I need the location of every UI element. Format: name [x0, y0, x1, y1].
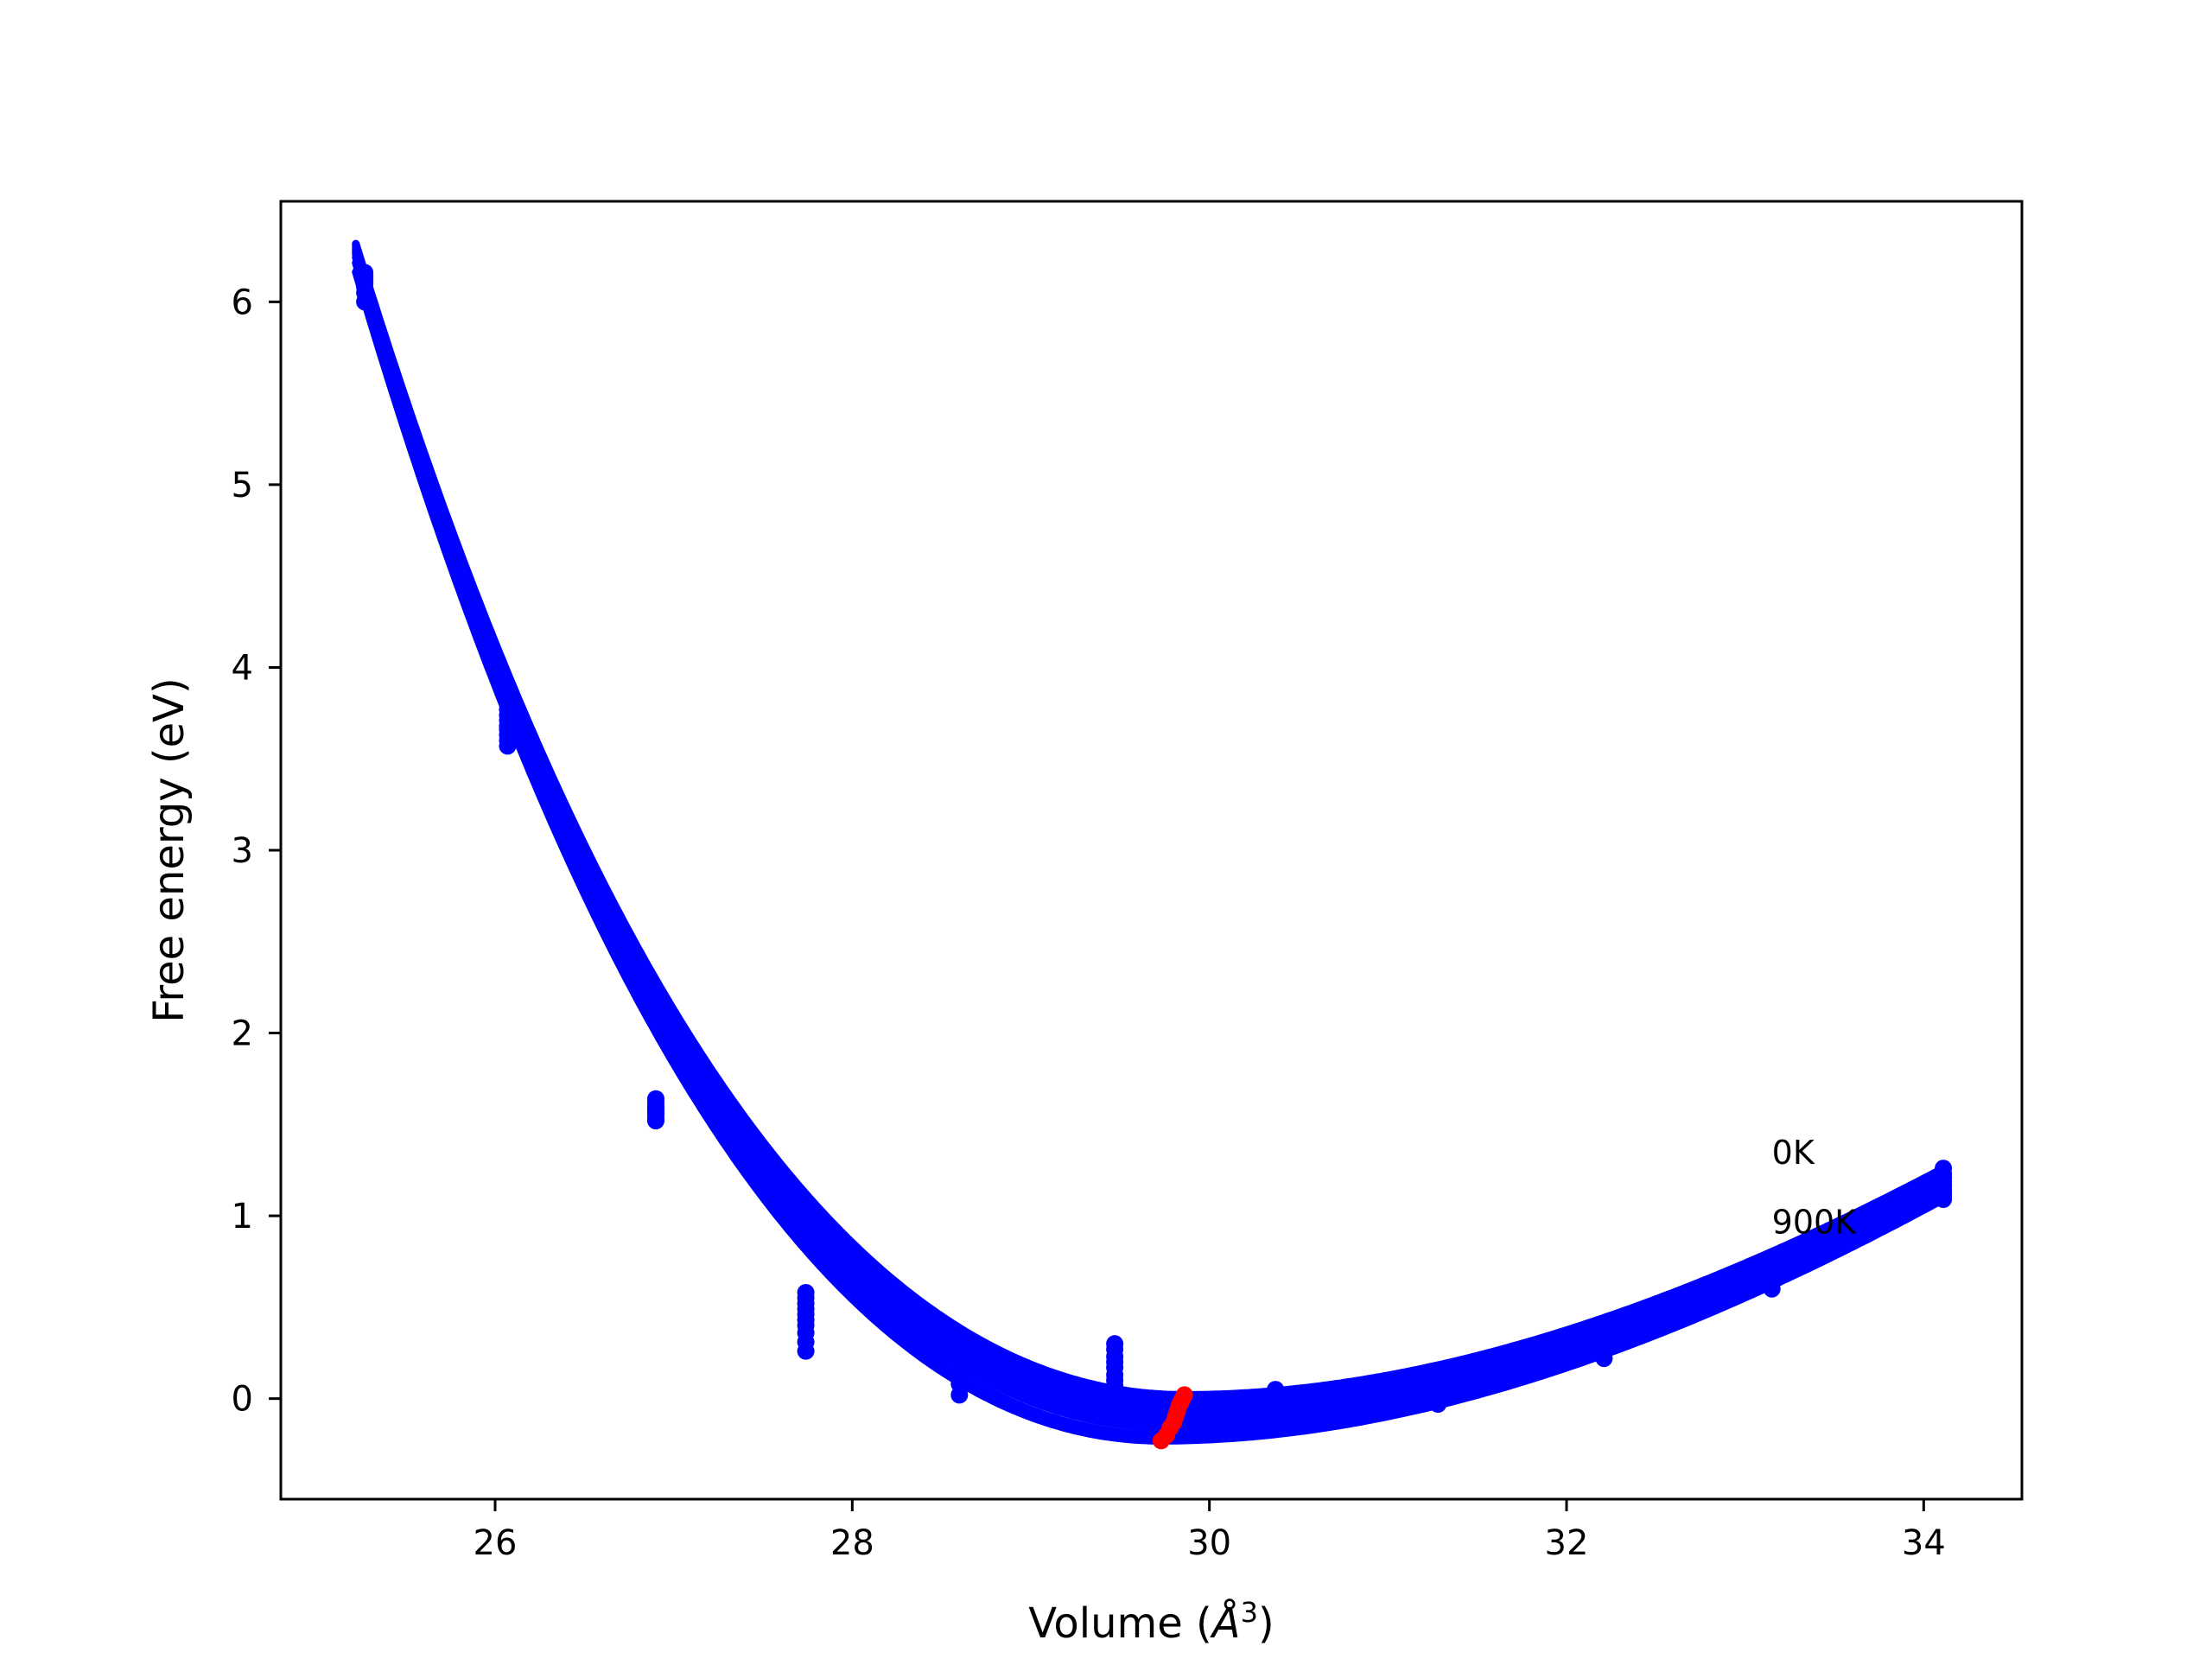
- data-point-900k-0: [356, 293, 374, 311]
- data-point-900k-3: [797, 1342, 815, 1360]
- plot-frame: [279, 200, 2024, 1501]
- y-tick-label-3: 3: [232, 831, 253, 871]
- x-tick-label-28: 28: [830, 1523, 874, 1563]
- data-point-900k-9: [1763, 1280, 1781, 1298]
- data-point-900k-5: [1106, 1393, 1124, 1411]
- data-point-900k-2: [647, 1112, 664, 1130]
- x-tick-label-30: 30: [1187, 1523, 1231, 1563]
- fit-curve-200k: [352, 243, 1946, 1407]
- data-point-900k-6: [1267, 1417, 1285, 1435]
- x-axis-label-exponent: 3: [1241, 1596, 1258, 1629]
- fit-curve-600k: [352, 250, 1946, 1427]
- fit-curve-700k: [352, 253, 1946, 1432]
- fit-curves: [352, 239, 1946, 1445]
- x-axis-label-symbol: Å: [1210, 1599, 1241, 1648]
- y-axis-ticks: 0 1 2 3 4 5 6: [232, 283, 281, 1420]
- annotation-900k: 900K: [1772, 1203, 1858, 1241]
- data-point-900k-7: [1429, 1395, 1447, 1413]
- x-axis-ticks: 26 28 30 32 34: [474, 1499, 1946, 1563]
- y-tick-label-0: 0: [232, 1380, 253, 1420]
- x-axis-label: Volume (Å3): [1028, 1596, 1274, 1648]
- x-tick-label-32: 32: [1545, 1523, 1589, 1563]
- fit-curve-900k: [352, 268, 1946, 1445]
- fit-curve-300k: [352, 245, 1946, 1410]
- fit-curve-0k: [352, 239, 1946, 1399]
- y-tick-label-4: 4: [232, 648, 253, 688]
- y-tick-label-2: 2: [232, 1014, 253, 1054]
- minimum-markers: [1152, 1386, 1193, 1450]
- annotations: 0K 900K: [1772, 1134, 1858, 1241]
- fit-curve-400k: [352, 246, 1946, 1415]
- y-axis-label: Free energy (eV): [145, 677, 194, 1022]
- y-tick-label-5: 5: [232, 466, 253, 505]
- data-point-900k-1: [499, 737, 517, 755]
- fit-curve-800k: [352, 258, 1946, 1440]
- data-point-900k-8: [1595, 1350, 1613, 1368]
- data-markers: [356, 264, 1953, 1435]
- x-axis-label-text: Volume (: [1028, 1599, 1212, 1648]
- minimum-point-900k: [1152, 1432, 1170, 1450]
- annotation-0k: 0K: [1772, 1134, 1815, 1172]
- x-axis-label-close: ): [1258, 1599, 1274, 1648]
- x-tick-label-26: 26: [474, 1523, 518, 1563]
- x-tick-label-34: 34: [1902, 1523, 1946, 1563]
- y-tick-label-1: 1: [232, 1197, 253, 1236]
- data-point-900k-4: [950, 1386, 969, 1404]
- data-point-900k-10: [1935, 1191, 1953, 1209]
- fit-curve-500k: [352, 248, 1946, 1421]
- y-tick-label-6: 6: [232, 283, 253, 322]
- fit-curve-100k: [352, 241, 1946, 1403]
